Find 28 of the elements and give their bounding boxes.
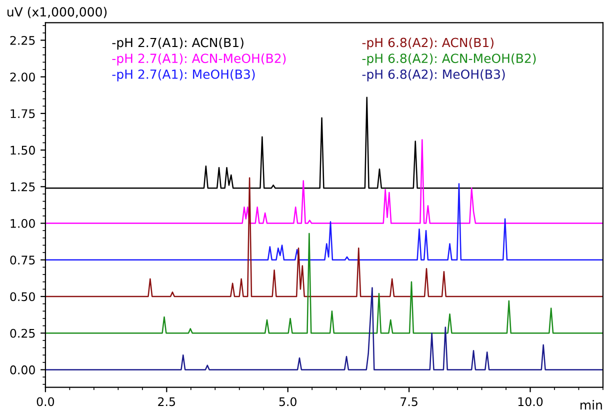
x-tick-label: 5.0	[279, 397, 296, 406]
text: -pH 2.7(A1): ACN-MeOH(B2)	[112, 53, 286, 66]
y-axis-title: uV (x1,000,000)	[7, 6, 107, 18]
y-tick-label: 0.50	[10, 292, 35, 302]
y-tick-label: 2.00	[10, 72, 35, 82]
line-series	[45, 177, 603, 298]
y-tick-label: 0.25	[10, 328, 35, 338]
text: -pH 2.7(A1): ACN(B1)	[112, 38, 244, 50]
x-tick-label: 7.5	[400, 397, 418, 406]
y-tick-label: 2.25	[10, 36, 35, 45]
text: -pH 2.7(A1): MeOH(B3)	[112, 69, 255, 82]
y-tick-label: 1.25	[10, 182, 35, 192]
line-series	[45, 232, 603, 334]
x-axis-title: min	[580, 400, 602, 410]
text: -pH 6.8(A2): ACN-MeOH(B2)	[362, 53, 536, 66]
line-series	[45, 287, 603, 370]
line-series	[45, 139, 603, 224]
y-tick-label: 1.50	[10, 146, 35, 155]
y-tick-label: 0.00	[10, 365, 35, 374]
text: -pH 6.8(A2): MeOH(B3)	[362, 69, 505, 82]
x-tick-label: 0.0	[36, 397, 54, 406]
x-tick-label: 2.5	[158, 397, 176, 406]
text: -pH 6.8(A2): ACN(B1)	[362, 38, 494, 50]
y-tick-label: 1.00	[10, 218, 35, 228]
line-series	[45, 183, 603, 261]
x-tick-label: 10.0	[518, 397, 543, 406]
y-tick-label: 1.75	[10, 109, 35, 118]
y-tick-label: 0.75	[10, 256, 35, 265]
